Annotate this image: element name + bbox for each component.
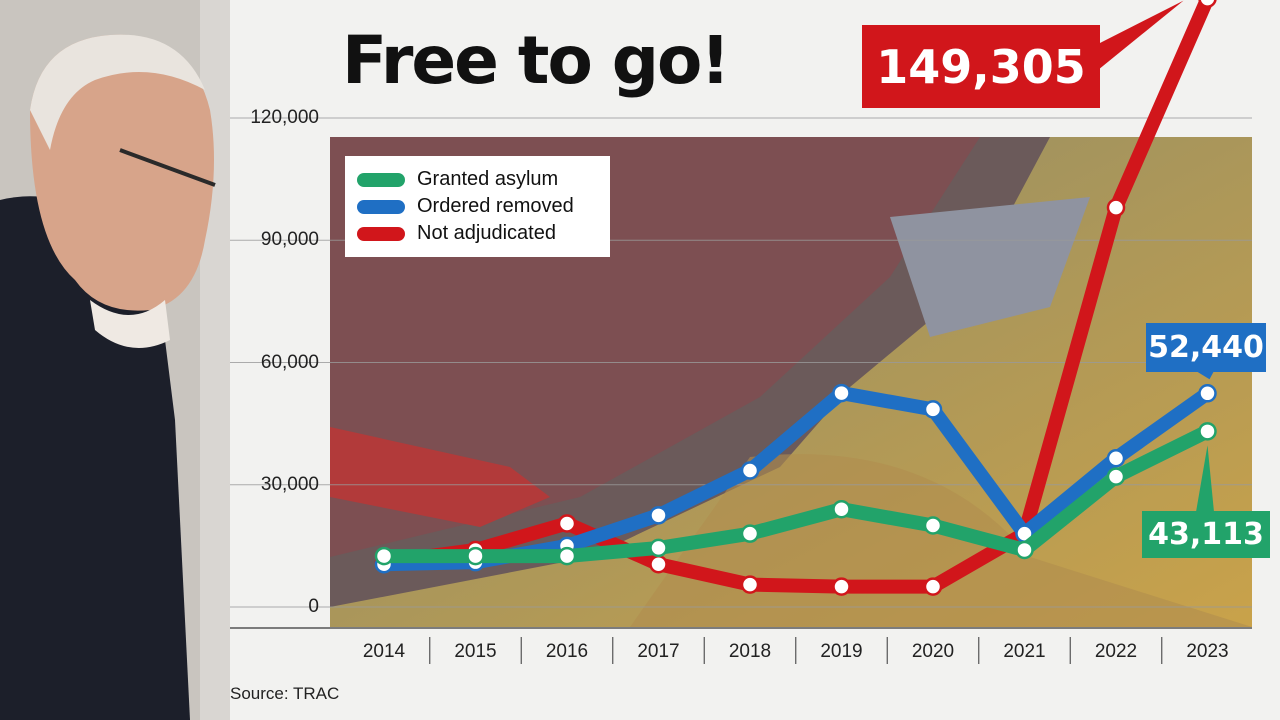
legend-swatch-not-adjudicated — [357, 226, 405, 241]
series-line-not_adjudicated — [377, 0, 1215, 594]
legend-label: Ordered removed — [417, 195, 574, 217]
legend-swatch-removed — [357, 199, 405, 214]
data-point-granted — [740, 524, 760, 543]
callout-tail-not-adjudicated — [1098, 0, 1184, 71]
callout-granted-asylum-2023: 43,113 — [1142, 511, 1270, 558]
person-photo — [0, 0, 230, 720]
x-tick-label: 2017 — [637, 641, 680, 662]
legend-item-removed: Ordered removed — [357, 193, 598, 220]
y-tick-label: 30,000 — [260, 473, 319, 495]
data-point-granted — [1015, 540, 1034, 560]
x-tick-label: 2023 — [1186, 641, 1229, 662]
legend: Granted asylum Ordered removed Not adjud… — [345, 156, 610, 257]
data-point-granted — [923, 516, 943, 535]
x-tick-label: 2018 — [728, 641, 772, 662]
series-line-granted — [377, 424, 1215, 564]
x-tick-label: 2020 — [911, 641, 955, 662]
data-point-not_adjudicated — [557, 514, 577, 533]
data-point-granted — [1106, 467, 1126, 486]
x-tick-label: 2019 — [820, 641, 863, 662]
x-axis — [230, 627, 1252, 664]
data-point-not_adjudicated — [740, 575, 760, 594]
legend-label: Granted asylum — [417, 168, 559, 190]
y-tick-label: 120,000 — [250, 107, 319, 128]
callout-tails — [1098, 0, 1214, 512]
data-point-not_adjudicated — [832, 577, 851, 596]
callout-not-adjudicated-2023: 149,305 — [862, 25, 1100, 108]
y-tick-label: 0 — [308, 596, 319, 617]
chart-title: Free to go! — [342, 22, 730, 99]
data-point-granted — [557, 546, 577, 566]
data-point-removed — [832, 383, 851, 403]
callout-tail-granted — [1196, 445, 1214, 512]
x-tick-label: 2016 — [545, 641, 589, 662]
x-tick-label: 2014 — [362, 641, 406, 662]
x-tick-label: 2022 — [1094, 641, 1138, 662]
legend-item-granted: Granted asylum — [357, 166, 598, 193]
data-point-removed — [1106, 449, 1126, 468]
data-point-removed — [740, 461, 760, 480]
callout-ordered-removed-2023: 52,440 — [1146, 323, 1266, 372]
data-point-removed — [923, 400, 943, 419]
x-tick-label: 2015 — [454, 641, 497, 662]
data-point-not_adjudicated — [923, 577, 943, 596]
source-note: Source: TRAC — [230, 684, 340, 703]
data-point-removed — [1198, 384, 1217, 403]
legend-label: Not adjudicated — [417, 222, 556, 244]
y-tick-label: 90,000 — [260, 229, 319, 251]
legend-item-not-adjudicated: Not adjudicated — [357, 220, 598, 247]
data-point-granted — [1198, 422, 1217, 441]
callout-tail-removed — [1196, 371, 1214, 380]
data-point-granted — [466, 546, 485, 566]
data-point-not_adjudicated — [1198, 0, 1217, 8]
data-point-granted — [649, 538, 668, 558]
legend-swatch-granted — [357, 172, 405, 187]
x-tick-label: 2021 — [1003, 641, 1046, 662]
data-point-not_adjudicated — [649, 554, 668, 574]
y-tick-label: 60,000 — [260, 351, 319, 373]
data-point-granted — [832, 499, 851, 519]
data-point-not_adjudicated — [1106, 198, 1126, 217]
series-lines — [374, 0, 1217, 596]
data-point-removed — [649, 506, 668, 525]
data-point-granted — [374, 546, 394, 566]
